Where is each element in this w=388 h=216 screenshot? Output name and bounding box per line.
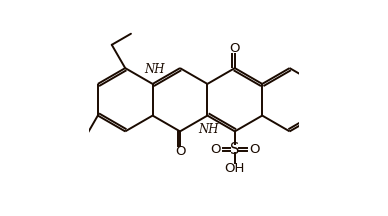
Text: O: O [210, 143, 220, 156]
Text: OH: OH [225, 162, 245, 175]
Text: O: O [249, 143, 260, 156]
Text: NH: NH [199, 123, 219, 136]
Text: O: O [175, 145, 185, 158]
Text: S: S [230, 142, 239, 157]
Text: NH: NH [144, 63, 164, 76]
Text: O: O [230, 41, 240, 54]
